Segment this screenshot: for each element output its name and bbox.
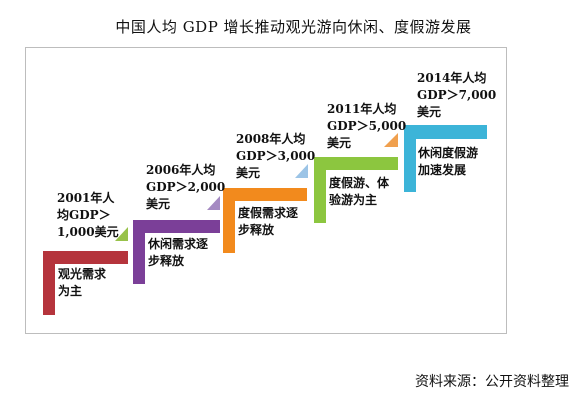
stage-3-description: 度假需求逐 步释放 <box>238 206 299 237</box>
stage-3-gdp-label: 2008年人均 GDP＞3,000 美元 <box>236 132 316 180</box>
stage-1-gdp-label: 2001年人 均GDP＞ 1,000美元 <box>57 191 119 239</box>
step-1-bar <box>43 251 128 315</box>
stage-4-description: 度假游、体 验游为主 <box>329 176 390 207</box>
stage-2-gdp-label: 2006年人均 GDP＞2,000 美元 <box>146 163 226 211</box>
diagram-title: 中国人均 GDP 增长推动观光游向休闲、度假游发展 <box>115 18 472 36</box>
stage-5-gdp-label: 2014年人均 GDP＞7,000 美元 <box>417 71 497 119</box>
source-note: 资料来源：公开资料整理 <box>415 374 569 390</box>
stage-2-description: 休闲需求逐 步释放 <box>148 237 209 268</box>
step-1-arrowhead <box>115 227 128 241</box>
step-5-bar <box>404 125 487 192</box>
staircase-diagram <box>43 125 487 315</box>
step-2-shape <box>133 196 220 284</box>
step-3-arrowhead <box>295 164 308 178</box>
step-4-bar <box>314 157 398 223</box>
step-2-arrowhead <box>207 196 220 210</box>
step-5-shape <box>404 125 487 192</box>
step-4-shape <box>314 133 398 223</box>
step-3-shape <box>223 164 308 253</box>
stage-4-gdp-label: 2011年人均 GDP＞5,000 美元 <box>327 102 407 150</box>
step-4-arrowhead <box>384 133 398 147</box>
stage-1-description: 观光需求 为主 <box>58 267 107 298</box>
stage-5-description: 休闲度假游 加速发展 <box>418 146 479 177</box>
step-3-bar <box>223 188 307 253</box>
step-2-bar <box>133 220 220 284</box>
step-1-shape <box>43 227 128 315</box>
